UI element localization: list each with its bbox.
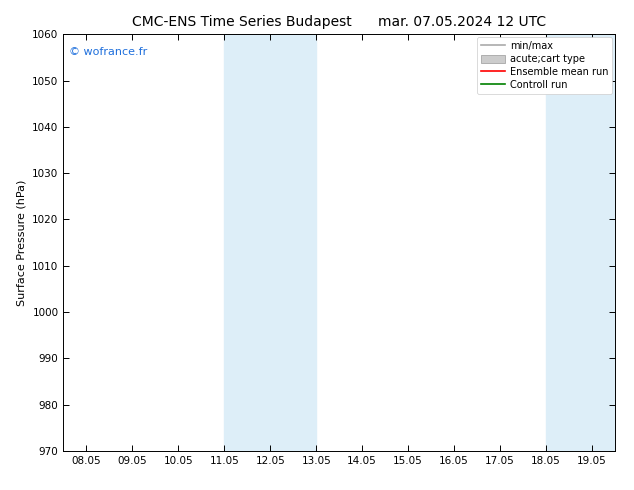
- Y-axis label: Surface Pressure (hPa): Surface Pressure (hPa): [16, 179, 27, 306]
- Legend: min/max, acute;cart type, Ensemble mean run, Controll run: min/max, acute;cart type, Ensemble mean …: [477, 37, 612, 94]
- Bar: [546, 34, 615, 451]
- Bar: [224, 34, 316, 451]
- Text: © wofrance.fr: © wofrance.fr: [69, 47, 147, 57]
- Title: CMC-ENS Time Series Budapest      mar. 07.05.2024 12 UTC: CMC-ENS Time Series Budapest mar. 07.05.…: [132, 15, 547, 29]
